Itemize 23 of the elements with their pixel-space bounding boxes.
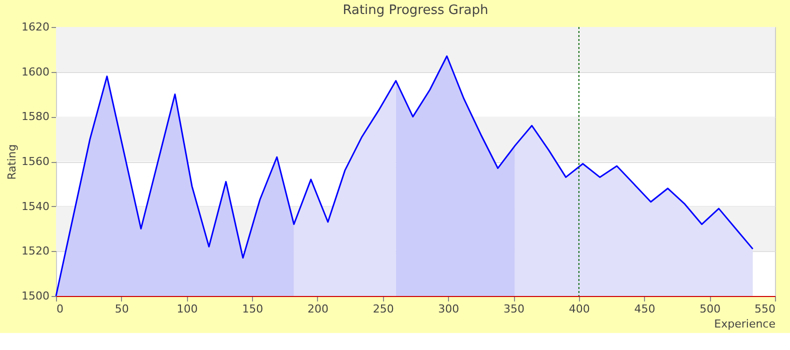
- y-tick-label: 1620: [22, 20, 50, 34]
- x-tick-label: 0: [56, 302, 64, 316]
- y-tick-label: 1580: [22, 110, 50, 124]
- x-tick-label: 300: [438, 302, 460, 316]
- y-tick-label: 1600: [22, 65, 50, 78]
- line-series: [55, 55, 754, 297]
- y-tick-label: 1540: [22, 200, 50, 213]
- x-tick-label: 250: [372, 302, 394, 316]
- x-tick-label: 200: [307, 302, 328, 316]
- chart-title: Rating Progress Graph: [342, 3, 488, 18]
- x-axis-title: Experience: [714, 318, 776, 330]
- x-tick-label: 100: [176, 302, 198, 316]
- x-tick-label: 150: [242, 302, 264, 316]
- x-tick-label: 400: [568, 302, 590, 316]
- y-tick-label: 1560: [22, 155, 50, 168]
- y-tick-label: 1500: [22, 290, 50, 302]
- x-tick-label: 500: [700, 302, 721, 316]
- y-tick-label: 1520: [22, 244, 50, 258]
- x-tick-label: 450: [634, 302, 656, 316]
- x-tick-label: 50: [114, 302, 129, 316]
- x-tick-label: 550: [754, 302, 776, 316]
- x-tick-label: 350: [504, 302, 525, 316]
- y-axis-title: Rating: [6, 144, 19, 180]
